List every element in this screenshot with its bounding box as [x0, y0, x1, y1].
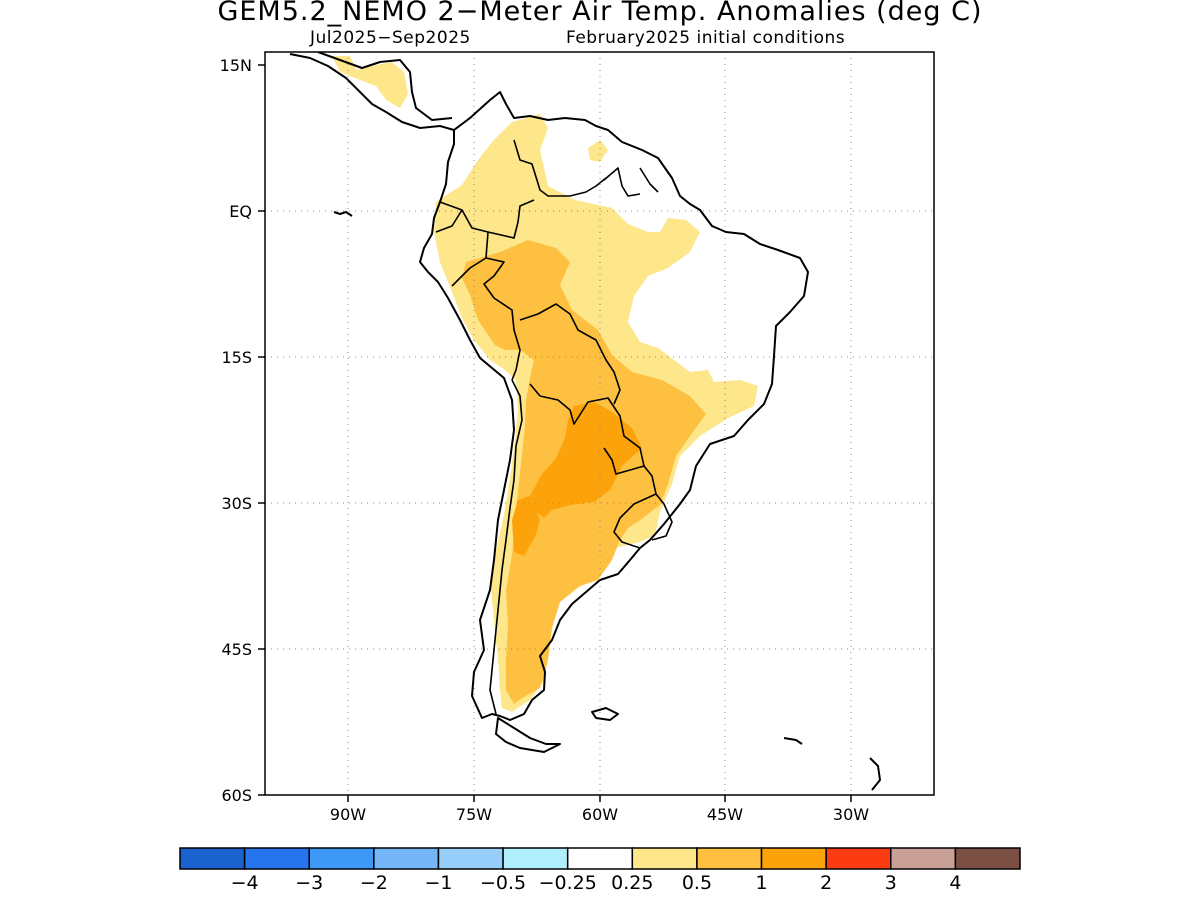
lat-label-15s: 15S — [221, 348, 252, 367]
south-america-coastline — [419, 91, 809, 721]
colorbar-label: −0.25 — [539, 872, 597, 894]
colorbar-swatch — [502, 847, 569, 870]
colorbar-swatch — [954, 847, 1021, 870]
forecast-period: Jul2025−Sep2025 — [310, 28, 471, 48]
anomaly-025-05-guiana — [588, 140, 608, 162]
lon-label-60w: 60W — [582, 805, 618, 824]
lat-label-30s: 30S — [221, 494, 252, 513]
colorbar-swatch — [373, 847, 440, 870]
central-america-coastline — [289, 53, 455, 131]
map-title: GEM5.2_NEMO 2−Meter Air Temp. Anomalies … — [217, 0, 983, 27]
colorbar-label: 0.25 — [611, 872, 653, 894]
colorbar: −4 −3 −2 −1 −0.5 −0.25 0.25 0.5 1 2 3 4 — [179, 847, 1021, 894]
colorbar-label: 0.5 — [682, 872, 712, 894]
lat-label-15n: 15N — [220, 56, 252, 75]
colorbar-swatch — [890, 847, 957, 870]
colorbar-swatch — [631, 847, 698, 870]
colorbar-label: −3 — [295, 872, 323, 894]
lon-label-30w: 30W — [833, 805, 869, 824]
coastlines — [289, 52, 881, 791]
colorbar-label: 3 — [885, 872, 897, 894]
country-borders — [435, 139, 673, 715]
anomaly-025-05-caribbean — [332, 56, 408, 108]
caribbean-coastline — [317, 52, 453, 121]
lon-label-90w: 90W — [330, 805, 366, 824]
colorbar-swatch — [696, 847, 763, 870]
longitude-axis — [347, 795, 852, 802]
south-georgia — [783, 737, 803, 745]
colorbar-label: 4 — [949, 872, 961, 894]
tierra-del-fuego — [495, 717, 561, 753]
colorbar-label: −0.5 — [480, 872, 526, 894]
colorbar-label: 1 — [755, 872, 767, 894]
falkland-islands — [591, 707, 619, 721]
colorbar-label: −2 — [360, 872, 388, 894]
lat-label-eq: EQ — [229, 202, 252, 221]
anomaly-1-2-area — [530, 402, 642, 518]
southern-islands — [869, 757, 881, 791]
colorbar-label: 2 — [820, 872, 832, 894]
anomaly-1-2-andes — [512, 496, 540, 556]
colorbar-swatch — [308, 847, 375, 870]
colorbar-swatch — [760, 847, 827, 870]
latitude-axis — [258, 64, 265, 796]
colorbar-swatch — [437, 847, 504, 870]
lon-label-45w: 45W — [707, 805, 743, 824]
colorbar-swatch — [566, 847, 634, 870]
colorbar-swatch — [179, 847, 246, 870]
colorbar-swatch — [825, 847, 892, 870]
lon-label-75w: 75W — [456, 805, 492, 824]
galapagos — [333, 211, 353, 217]
lat-label-45s: 45S — [221, 640, 252, 659]
colorbar-swatch — [243, 847, 310, 870]
initial-conditions: February2025 initial conditions — [566, 28, 846, 48]
colorbar-label: −1 — [424, 872, 452, 894]
colorbar-label: −4 — [231, 872, 259, 894]
lat-label-60s: 60S — [221, 786, 252, 805]
